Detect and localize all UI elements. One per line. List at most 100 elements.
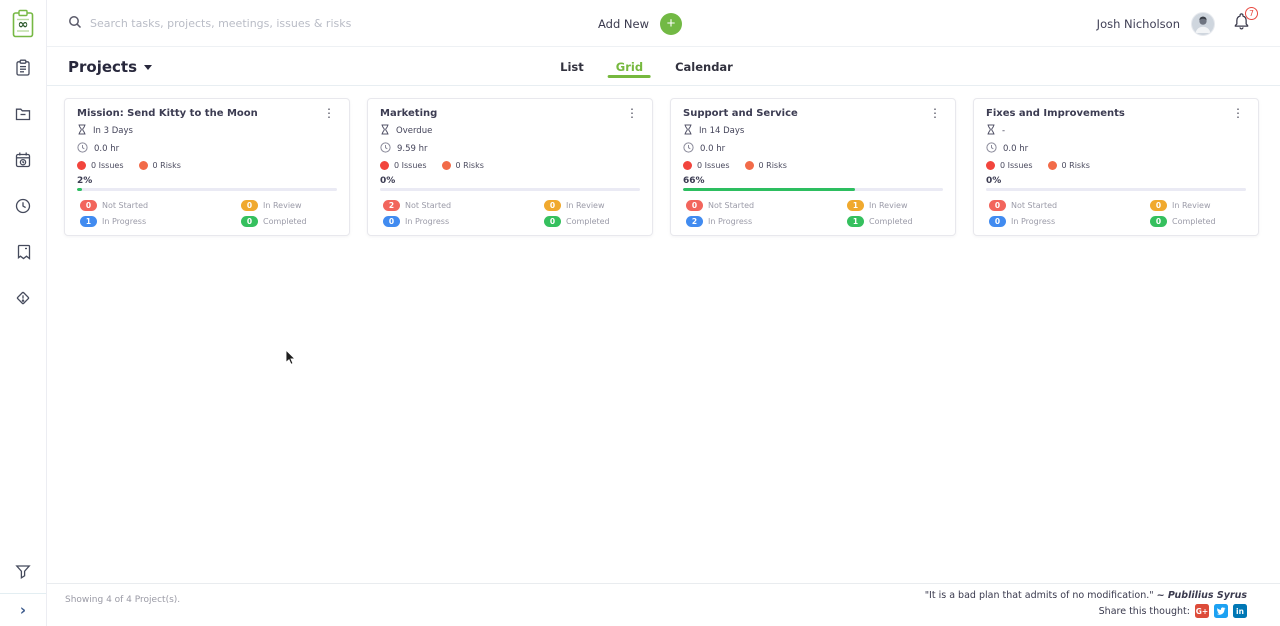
search-input[interactable]: [90, 17, 370, 30]
project-card[interactable]: Fixes and Improvements ⋮ - 0.0 hr: [973, 98, 1259, 236]
mouse-cursor: [285, 348, 297, 370]
sidebar-item-timesheets[interactable]: [0, 185, 46, 231]
project-card[interactable]: Mission: Send Kitty to the Moon ⋮ In 3 D…: [64, 98, 350, 236]
project-card[interactable]: Support and Service ⋮ In 14 Days 0.0 hr: [670, 98, 956, 236]
status-in-review: 0 In Review: [1150, 200, 1246, 211]
completed-count-pill: 1: [847, 216, 864, 227]
cards-row: Mission: Send Kitty to the Moon ⋮ In 3 D…: [64, 98, 1259, 236]
in-review-count-pill: 0: [241, 200, 258, 211]
issues-risks-row: 0 Issues 0 Risks: [986, 161, 1246, 170]
deadline-row: -: [986, 124, 1246, 138]
deadline-text: -: [1002, 125, 1006, 136]
add-new-label: Add New: [598, 16, 650, 31]
tab-grid[interactable]: Grid: [607, 47, 652, 86]
filter-funnel-icon: [14, 563, 32, 585]
hours-row: 0.0 hr: [77, 142, 337, 156]
hours-row: 0.0 hr: [683, 142, 943, 156]
sidebar: ∞: [0, 0, 47, 626]
page-title-dropdown[interactable]: Projects: [68, 47, 153, 86]
status-in-progress: 0 In Progress: [989, 216, 1150, 227]
sidebar-item-risks[interactable]: [0, 277, 46, 323]
user-name[interactable]: Josh Nicholson: [1096, 16, 1180, 31]
project-title: Fixes and Improvements: [986, 108, 1125, 119]
project-title: Support and Service: [683, 108, 798, 119]
in-progress-count-pill: 2: [686, 216, 703, 227]
notification-badge: 7: [1245, 7, 1258, 20]
status-not-started: 0 Not Started: [686, 200, 847, 211]
in-progress-count-pill: 0: [383, 216, 400, 227]
completed-count-pill: 0: [1150, 216, 1167, 227]
status-in-progress: 1 In Progress: [80, 216, 241, 227]
progress-percent-label: 0%: [986, 176, 1002, 186]
page-title: Projects: [68, 57, 138, 76]
sidebar-item-tasks[interactable]: [0, 47, 46, 93]
status-badges: 2 Not Started 0 In Review 0 In Progress …: [380, 200, 640, 227]
quote-text: "It is a bad plan that admits of no modi…: [924, 590, 1154, 601]
avatar[interactable]: [1191, 11, 1215, 36]
add-new-group: Add New +: [598, 0, 683, 47]
issues-dot-icon: [986, 161, 995, 170]
progress-bar: [380, 188, 640, 191]
add-new-button[interactable]: +: [660, 12, 683, 35]
card-menu-button[interactable]: ⋮: [929, 106, 941, 120]
hours-text: 0.0 hr: [1003, 144, 1029, 154]
sidebar-filter-button[interactable]: [0, 557, 46, 591]
issues-dot-icon: [683, 161, 692, 170]
deadline-text: In 14 Days: [699, 125, 745, 136]
in-review-count-pill: 0: [1150, 200, 1167, 211]
status-completed: 1 Completed: [847, 216, 943, 227]
hourglass-icon: [683, 124, 693, 138]
risks-dot-icon: [138, 161, 148, 170]
linkedin-icon[interactable]: in: [1233, 604, 1247, 618]
projects-folder-icon: [14, 105, 32, 127]
chevron-down-icon: [144, 65, 153, 70]
view-tabs: List Grid Calendar: [560, 47, 733, 86]
issues-risks-row: 0 Issues 0 Risks: [683, 161, 943, 170]
sidebar-expand-button[interactable]: ›: [0, 594, 46, 626]
risks-diamond-alert-icon: [14, 289, 32, 311]
progress-bar: [683, 188, 943, 191]
status-in-review: 0 In Review: [241, 200, 337, 211]
hours-text: 9.59 hr: [397, 144, 428, 154]
card-menu-button[interactable]: ⋮: [1232, 106, 1244, 120]
twitter-icon[interactable]: [1214, 604, 1228, 618]
project-title: Marketing: [380, 108, 438, 119]
plus-icon: +: [666, 15, 676, 32]
in-progress-count-pill: 0: [989, 216, 1006, 227]
risks-count: 0 Risks: [744, 161, 787, 170]
clock-icon: [380, 142, 391, 156]
user-area: Josh Nicholson 7: [1097, 0, 1280, 47]
sidebar-divider: [0, 593, 46, 594]
tab-calendar[interactable]: Calendar: [675, 59, 733, 74]
project-title: Mission: Send Kitty to the Moon: [77, 108, 258, 119]
deadline-text: Overdue: [396, 125, 433, 136]
card-menu-button[interactable]: ⋮: [323, 106, 335, 120]
project-card[interactable]: Marketing ⋮ Overdue 9.59 hr: [367, 98, 653, 236]
risks-dot-icon: [744, 161, 754, 170]
clock-icon: [986, 142, 997, 156]
ntask-logo[interactable]: ∞: [0, 0, 46, 47]
sidebar-item-issues[interactable]: [0, 231, 46, 277]
search-box: [68, 0, 370, 47]
notifications-button[interactable]: 7: [1232, 7, 1258, 35]
status-not-started: 0 Not Started: [989, 200, 1150, 211]
sidebar-item-projects[interactable]: [0, 93, 46, 139]
google-plus-icon[interactable]: G+: [1195, 604, 1209, 618]
meetings-calendar-icon: [14, 151, 32, 173]
risks-dot-icon: [1047, 161, 1057, 170]
progress-bar: [77, 188, 337, 191]
card-menu-button[interactable]: ⋮: [626, 106, 638, 120]
timesheets-clock-icon: [14, 197, 32, 219]
topbar: Add New + Josh Nicholson: [47, 0, 1280, 47]
risks-count: 0 Risks: [138, 161, 181, 170]
deadline-row: In 14 Days: [683, 124, 943, 138]
in-review-count-pill: 0: [544, 200, 561, 211]
status-badges: 0 Not Started 1 In Review 2 In Progress …: [683, 200, 943, 227]
hours-row: 9.59 hr: [380, 142, 640, 156]
hourglass-icon: [77, 124, 87, 138]
issues-dot-icon: [380, 161, 389, 170]
status-completed: 0 Completed: [1150, 216, 1246, 227]
tab-list[interactable]: List: [560, 59, 584, 74]
sidebar-item-meetings[interactable]: [0, 139, 46, 185]
progress-percent-label: 0%: [380, 176, 396, 186]
